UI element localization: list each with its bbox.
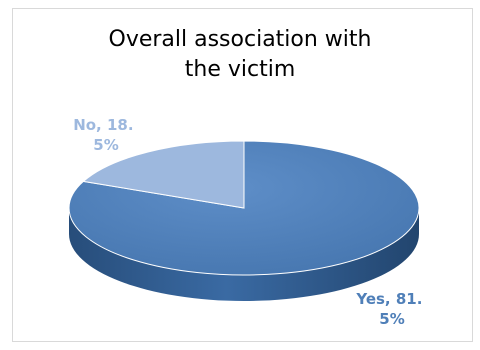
pie-slice-no bbox=[82, 140, 245, 209]
pie-side bbox=[69, 208, 419, 301]
chart-title: Overall association with the victim bbox=[0, 25, 480, 85]
chart-title-line-1: Overall association with bbox=[108, 27, 372, 52]
chart-title-line-2: the victim bbox=[184, 57, 296, 82]
slice-label-yes-line-1: Yes, 81. bbox=[355, 290, 422, 308]
slice-label-yes: Yes, 81. 5% bbox=[355, 290, 427, 328]
slice-label-yes-line-2: 5% bbox=[379, 310, 404, 328]
slice-label-no: No, 18. 5% bbox=[73, 116, 139, 154]
slice-label-no-line-2: 5% bbox=[93, 136, 118, 154]
slice-label-no-line-1: No, 18. bbox=[73, 116, 133, 134]
